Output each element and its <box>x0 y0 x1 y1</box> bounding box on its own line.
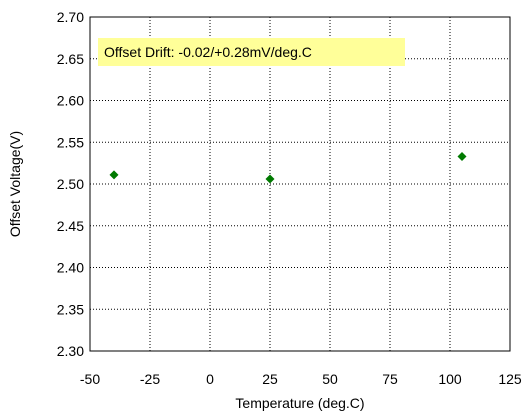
plot-area <box>89 16 511 352</box>
x-tick-label: 50 <box>322 371 338 387</box>
data-point <box>109 170 119 180</box>
x-tick-label: 25 <box>262 371 278 387</box>
annotation: Offset Drift: -0.02/+0.28mV/deg.C <box>98 38 405 66</box>
y-axis-label: Offset Voltage(V) <box>7 131 23 237</box>
x-tick-label: -50 <box>80 371 100 387</box>
x-axis-label: Temperature (deg.C) <box>235 395 364 411</box>
x-tick-label: -25 <box>140 371 160 387</box>
annotation-box <box>98 38 405 66</box>
annotation-text: Offset Drift: -0.02/+0.28mV/deg.C <box>104 44 312 60</box>
x-tick-label: 75 <box>382 371 398 387</box>
data-point <box>457 151 467 161</box>
y-tick-labels: 2.30 2.35 2.40 2.45 2.50 2.55 2.60 2.65 2.70 <box>57 9 84 359</box>
y-tick-label: 2.55 <box>57 134 84 150</box>
y-tick-label: 2.45 <box>57 218 84 234</box>
x-tick-label: 100 <box>438 371 462 387</box>
y-tick-label: 2.70 <box>57 9 84 25</box>
y-tick-label: 2.60 <box>57 93 84 109</box>
data-points <box>109 151 467 184</box>
x-tick-label: 125 <box>498 371 522 387</box>
grid-lines <box>90 17 510 351</box>
y-tick-label: 2.50 <box>57 176 84 192</box>
y-tick-label: 2.65 <box>57 51 84 67</box>
y-tick-label: 2.35 <box>57 301 84 317</box>
y-tick-label: 2.40 <box>57 260 84 276</box>
y-tick-label: 2.30 <box>57 343 84 359</box>
x-tick-labels: -50 -25 0 25 50 75 100 125 <box>80 371 522 387</box>
x-tick-label: 0 <box>206 371 214 387</box>
data-point <box>265 174 275 184</box>
